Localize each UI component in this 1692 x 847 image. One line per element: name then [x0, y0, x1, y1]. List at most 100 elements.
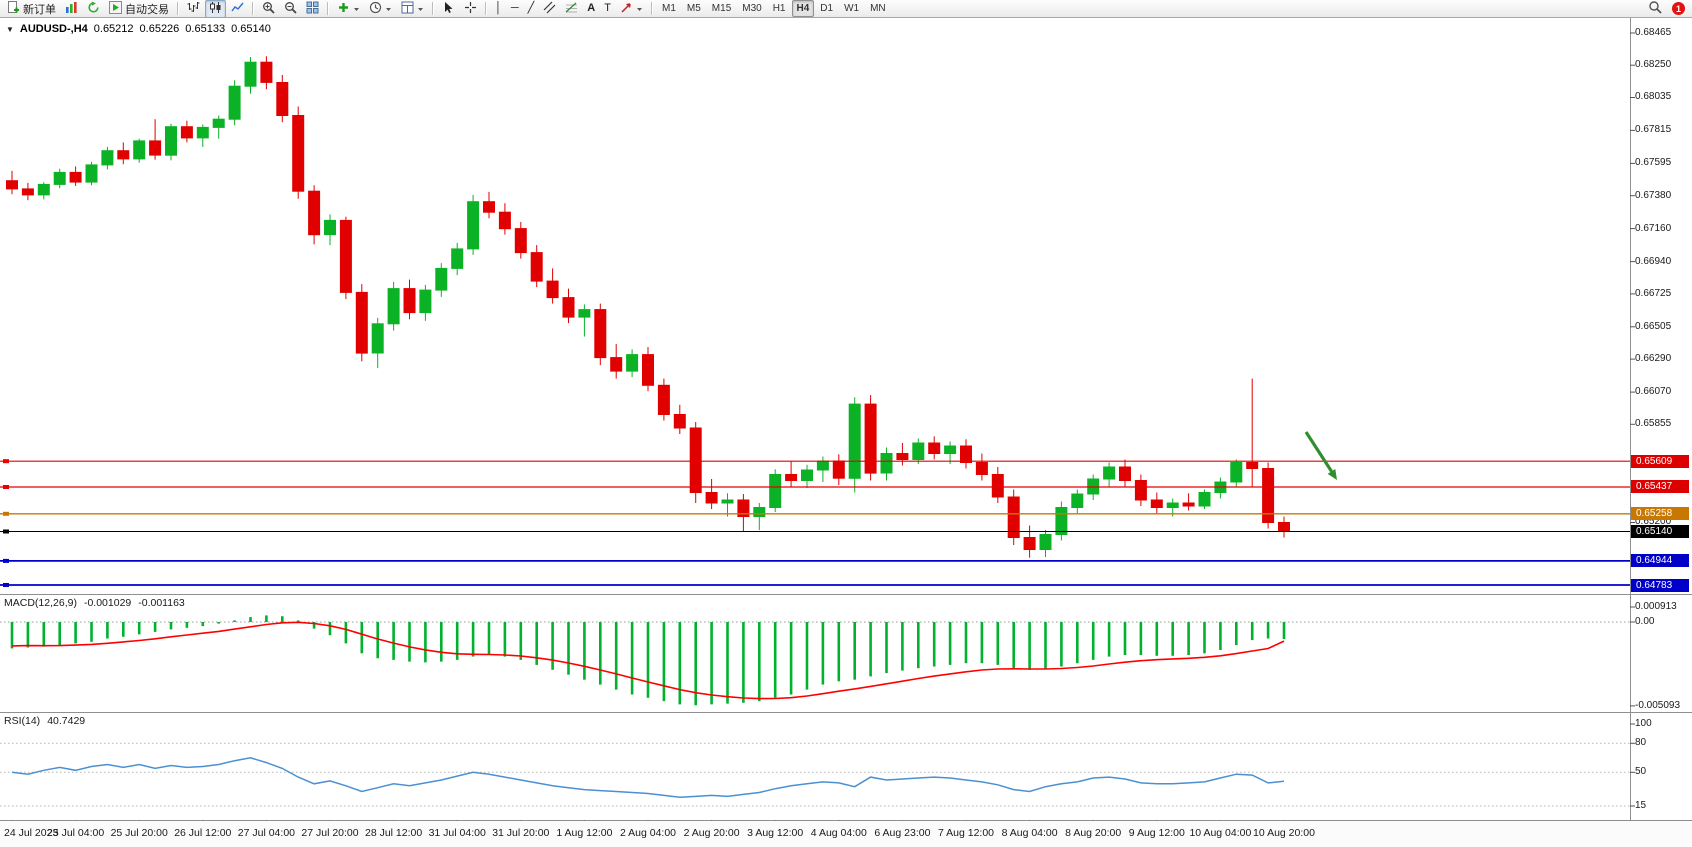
macd-name: MACD(12,26,9) [4, 597, 77, 609]
macd-value: -0.001029 [83, 597, 132, 609]
time-tick-label: 25 Jul 04:00 [46, 827, 105, 839]
rsi-axis-label: 50 [1635, 766, 1647, 778]
timeframe-group: M1 M5 M15 M30 H1 H4 D1 W1 MN [657, 0, 891, 17]
timeframe-h1-button[interactable]: H1 [772, 3, 786, 14]
macd-axis-label: 0.000913 [1635, 600, 1677, 612]
rsi-axis-label: 80 [1635, 737, 1647, 749]
chart-title: ▼ AUDUSD-,H4 0.65212 0.65226 0.65133 0.6… [6, 23, 271, 35]
zoom-out-icon [284, 1, 297, 17]
chart-canvas[interactable] [0, 18, 1692, 847]
new-order-button[interactable]: 新订单 [3, 0, 60, 18]
trendline-button[interactable]: ╱ [524, 0, 539, 18]
time-tick-label: 1 Aug 12:00 [556, 827, 613, 839]
chart-windows-button[interactable] [61, 0, 82, 18]
horizontal-line-button[interactable]: ─ [507, 0, 523, 18]
price-tick-label: 0.66290 [1635, 353, 1672, 365]
refresh-button[interactable] [83, 0, 104, 18]
time-tick-label: 8 Aug 04:00 [1001, 827, 1058, 839]
toolbar-separator [485, 2, 487, 15]
candlestick-chart-icon [209, 1, 222, 17]
time-tick-label: 27 Jul 20:00 [301, 827, 359, 839]
chevron-down-icon [636, 3, 643, 15]
time-tick-label: 2 Aug 20:00 [683, 827, 740, 839]
time-tick-label: 4 Aug 04:00 [810, 827, 867, 839]
time-tick-label: 28 Jul 12:00 [364, 827, 423, 839]
zoom-in-button[interactable] [258, 0, 279, 18]
toolbar-separator [650, 2, 653, 15]
new-order-label: 新订单 [23, 3, 56, 16]
ohlc-high: 0.65226 [139, 23, 180, 35]
chart-menu-icon[interactable]: ▼ [6, 24, 14, 34]
horizontal-line-icon: ─ [510, 2, 519, 14]
fibonacci-button[interactable] [561, 0, 582, 18]
timeframe-m1-button[interactable]: M1 [661, 3, 676, 14]
timeframe-m15-button[interactable]: M15 [711, 3, 732, 14]
price-tick-label: 0.67815 [1635, 124, 1672, 136]
price-tick-label: 0.67380 [1635, 189, 1672, 201]
toolbar-separator [252, 2, 254, 15]
price-tick-label: 0.67160 [1635, 222, 1672, 234]
price-tick-label: 0.65200 [1635, 516, 1672, 528]
timeframe-d1-button[interactable]: D1 [820, 3, 834, 14]
text-button[interactable]: A [583, 0, 599, 18]
notification-badge[interactable]: 1 [1672, 2, 1685, 15]
bar-chart-icon [187, 1, 200, 17]
line-chart-button[interactable] [227, 0, 248, 18]
rsi-line [11, 757, 1285, 799]
tile-windows-button[interactable] [302, 0, 323, 18]
autotrade-button[interactable]: 自动交易 [105, 0, 173, 18]
time-tick-label: 10 Aug 20:00 [1253, 827, 1315, 839]
channel-button[interactable] [539, 0, 560, 18]
crosshair-icon [464, 1, 477, 17]
text-label-button[interactable]: T [600, 0, 615, 18]
time-axis[interactable]: 24 Jul 2023 25 Jul 04:00 25 Jul 20:00 26 Ju… [0, 821, 1692, 847]
ohlc-close: 0.65140 [231, 23, 271, 35]
price-line-badge: 0.64944 [1631, 554, 1689, 568]
price-tick-label: 0.66505 [1635, 320, 1672, 332]
toolbar-separator [432, 2, 434, 15]
arrows-button[interactable] [616, 0, 647, 18]
price-axis[interactable]: 0.68465 0.68250 0.68035 0.67815 0.67595 0.673… [1631, 18, 1692, 821]
cursor-icon [442, 1, 455, 17]
time-tick-label: 31 Jul 04:00 [428, 827, 486, 839]
arrow-annotation [1304, 431, 1337, 480]
timeframe-h4-button[interactable]: H4 [791, 0, 815, 17]
cursor-button[interactable] [438, 0, 459, 18]
price-tick-label: 0.66725 [1635, 287, 1672, 299]
price-line-badge: 0.65258 [1631, 507, 1689, 521]
timeframe-m5-button[interactable]: M5 [686, 3, 701, 14]
crosshair-button[interactable] [460, 0, 481, 18]
add-indicator-button[interactable] [333, 0, 364, 18]
autotrade-play-icon [109, 0, 122, 17]
macd-label: MACD(12,26,9) -0.001029 -0.001163 [4, 597, 185, 609]
ohlc-low: 0.65133 [185, 23, 226, 35]
time-tick-label: 8 Aug 20:00 [1065, 827, 1122, 839]
template-icon [401, 1, 414, 17]
clock-icon [369, 1, 382, 17]
refresh-icon [87, 1, 100, 17]
time-tick-label: 26 Jul 12:00 [174, 827, 232, 839]
timeframe-m30-button[interactable]: M30 [742, 3, 762, 14]
template-button[interactable] [397, 0, 428, 18]
toolbar: 新订单 自动交易 │ ─ ╱ A T M1 M5 M15 M30 H1 H4 D1 W1 MN … [0, 0, 1692, 18]
timeframe-mn-button[interactable]: MN [870, 3, 886, 14]
time-tick-label: 24 Jul 2023 [4, 827, 59, 839]
zoom-out-button[interactable] [280, 0, 301, 18]
tile-windows-icon [306, 1, 319, 17]
text-label-icon: T [604, 2, 611, 14]
arrow-tool-icon [620, 1, 633, 17]
rsi-axis-label: 100 [1635, 718, 1652, 729]
trendline-icon: ╱ [527, 2, 535, 14]
timeframe-w1-button[interactable]: W1 [844, 3, 860, 14]
bar-chart-button[interactable] [183, 0, 204, 18]
rsi-label: RSI(14) 40.7429 [4, 715, 85, 727]
toolbar-separator [327, 2, 329, 15]
period-button[interactable] [365, 0, 396, 18]
search-button[interactable] [1644, 0, 1666, 18]
candlestick-chart-button[interactable] [205, 0, 226, 18]
price-tick-label: 0.66070 [1635, 386, 1672, 398]
vertical-line-button[interactable]: │ [491, 0, 506, 18]
time-tick-label: 2 Aug 04:00 [619, 827, 677, 839]
price-line-badge: 0.65140 [1631, 524, 1689, 538]
rsi-value: 40.7429 [47, 715, 86, 727]
